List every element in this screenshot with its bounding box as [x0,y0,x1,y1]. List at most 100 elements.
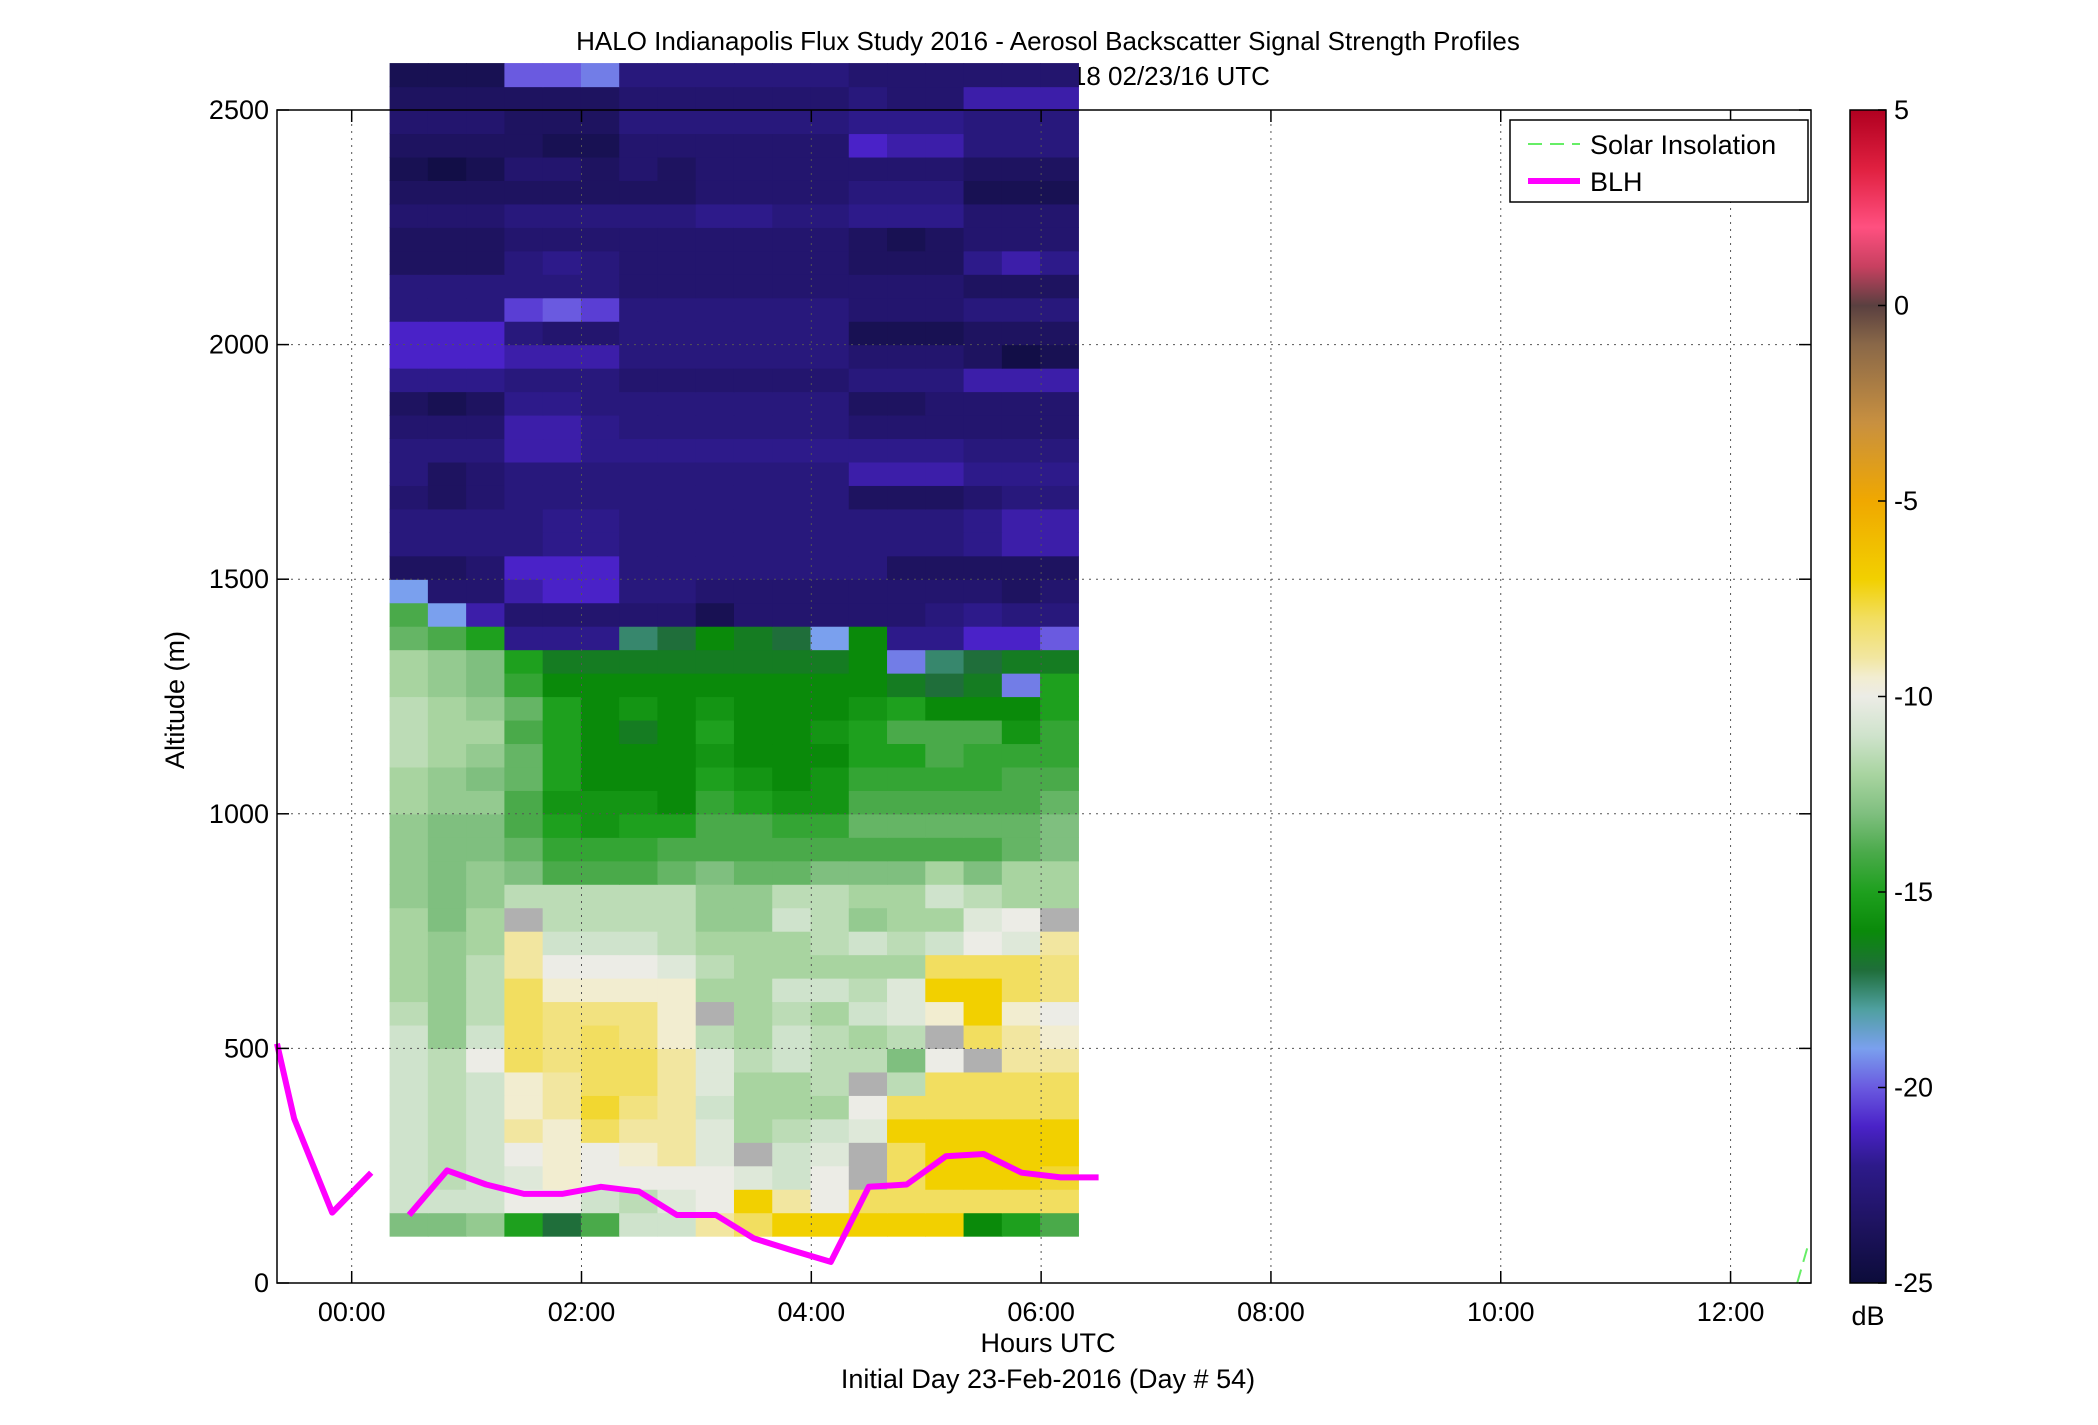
legend-label-solar-insolation: Solar Insolation [1590,130,1776,160]
heatmap-cell [810,438,850,463]
heatmap-cell [848,321,888,346]
heatmap-cell [427,321,467,346]
heatmap-cell [1040,391,1079,416]
heatmap-cell [542,1142,582,1167]
heatmap-cell [580,813,620,838]
heatmap-cell [389,931,429,956]
heatmap-cell [848,227,888,252]
heatmap-cell [504,227,544,252]
x-axis-title: Hours UTC [980,1328,1115,1358]
heatmap-cell [619,766,659,791]
x-tick-label: 08:00 [1237,1297,1305,1327]
heatmap-cell [887,978,926,1003]
heatmap-cell [887,719,926,745]
heatmap-cell [427,391,467,416]
heatmap-cell [542,978,582,1003]
heatmap-cell [887,203,926,228]
y-tick-label: 0 [254,1268,269,1298]
heatmap-cell [504,1001,544,1026]
heatmap-cell [427,414,467,440]
heatmap-cell [848,1071,888,1096]
heatmap-cell [733,110,773,135]
heatmap-cell [963,110,1003,135]
heatmap-cell [810,297,850,322]
heatmap-cell [427,1071,467,1096]
heatmap-cell [1001,344,1041,369]
heatmap-cell [542,203,582,228]
heatmap-cell [1001,931,1041,956]
heatmap-cell [504,1095,544,1120]
heatmap-cell [619,438,659,463]
heatmap-cell [542,391,582,416]
heatmap-cell [695,649,735,674]
heatmap-cell [695,1001,735,1026]
heatmap-cell [466,321,505,346]
heatmap-cell [427,555,467,580]
heatmap-cell [389,1001,429,1026]
heatmap-cell [580,156,620,181]
heatmap-cell [427,180,467,205]
heatmap-cell [542,1024,582,1049]
heatmap-cell [925,602,965,627]
heatmap-cell [887,907,926,932]
heatmap-cell [1040,250,1079,275]
heatmap-cell [925,110,965,135]
heatmap-cell [619,344,659,369]
heatmap-cell [542,297,582,322]
heatmap-cell [542,954,582,979]
heatmap-cell [963,743,1003,768]
heatmap-cell [657,860,697,885]
heatmap-cell [733,790,773,815]
heatmap-cell [733,1095,773,1120]
heatmap-cell [887,250,926,275]
heatmap-cell [925,274,965,299]
heatmap-cell [504,1212,544,1237]
heatmap-cell [580,1212,620,1237]
heatmap-cell [1040,602,1079,627]
heatmap-cell [772,954,812,979]
heatmap-cell [925,1048,965,1073]
heatmap-cell [772,1189,812,1214]
heatmap-cell [810,1095,850,1120]
heatmap-cell [848,555,888,580]
heatmap-cell [504,790,544,815]
heatmap-cell [887,508,926,533]
heatmap-cell [619,1024,659,1049]
colorbar-tick-label: -15 [1894,877,1933,907]
heatmap-cell [466,532,505,557]
heatmap-cell [733,532,773,557]
heatmap-cell [772,485,812,510]
heatmap-cell [542,438,582,463]
colorbar-tick-label: -10 [1894,682,1933,712]
heatmap-cell [466,1001,505,1026]
heatmap-cell [810,813,850,838]
heatmap-cell [695,203,735,228]
heatmap-cell [427,344,467,369]
heatmap-cell [1001,297,1041,322]
heatmap-cell [810,1165,850,1190]
heatmap-cell [772,414,812,440]
heatmap-cell [963,931,1003,956]
heatmap-cell [619,180,659,205]
heatmap-cell [695,1165,735,1190]
heatmap-cell [466,1024,505,1049]
heatmap-cell [848,931,888,956]
heatmap-cell [580,133,620,158]
heatmap-cell [580,438,620,463]
heatmap-cell [810,485,850,510]
heatmap-cell [848,696,888,721]
heatmap-cell [657,719,697,745]
heatmap-cell [466,227,505,252]
series-lines [274,1043,1810,1284]
heatmap-cell [504,954,544,979]
heatmap-cell [427,227,467,252]
heatmap-cell [619,602,659,627]
heatmap-cell [427,1048,467,1073]
heatmap-cell [1001,227,1041,252]
heatmap-cell [542,1001,582,1026]
heatmap-cell [1001,954,1041,979]
heatmap-cell [887,110,926,135]
heatmap-cell [657,602,697,627]
heatmap-cell [580,884,620,909]
heatmap-cell [1040,485,1079,510]
